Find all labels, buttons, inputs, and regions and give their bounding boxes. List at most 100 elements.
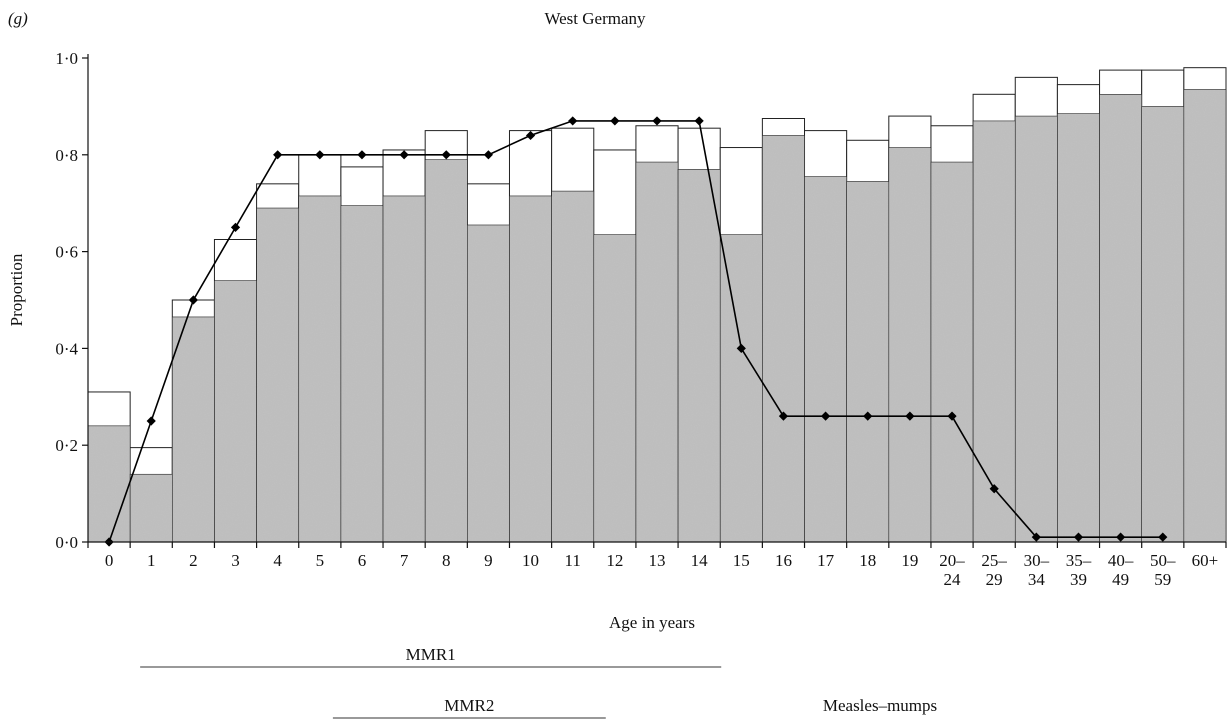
y-tick-label-4: 0·8 xyxy=(55,146,78,165)
x-tick-label-24-line2: 49 xyxy=(1112,570,1129,589)
bar-inner-19 xyxy=(888,147,932,543)
line-point-16 xyxy=(778,411,789,421)
bar-inner-15 xyxy=(719,234,763,543)
line-point-22 xyxy=(1031,532,1041,542)
bar-inner-2 xyxy=(171,316,215,543)
x-tick-label-6: 6 xyxy=(358,551,367,570)
bar-inner-1 xyxy=(129,473,173,543)
line-layer xyxy=(104,116,1168,547)
bar-inner-14 xyxy=(677,169,721,543)
x-tick-label-1: 1 xyxy=(147,551,156,570)
x-tick-label-3: 3 xyxy=(231,551,240,570)
line-point-6 xyxy=(357,150,367,160)
line-point-14 xyxy=(694,116,704,126)
bar-inner-5 xyxy=(298,195,342,543)
line-point-8 xyxy=(441,150,451,160)
x-tick-label-4: 4 xyxy=(273,551,282,570)
bar-inner-17 xyxy=(804,176,847,543)
line-point-2 xyxy=(188,295,198,305)
x-tick-label-25-line2: 59 xyxy=(1154,570,1171,589)
x-tick-label-2: 2 xyxy=(189,551,198,570)
line-point-11 xyxy=(568,116,578,126)
bar-inner-11 xyxy=(551,190,595,543)
bar-inner-20 xyxy=(930,161,974,543)
line-point-5 xyxy=(315,150,325,160)
bar-inner-25 xyxy=(1141,106,1185,543)
x-tick-label-23: 35– xyxy=(1066,551,1092,570)
x-tick-label-9: 9 xyxy=(484,551,493,570)
x-tick-label-12: 12 xyxy=(606,551,623,570)
bar-inner-26 xyxy=(1183,89,1227,543)
x-axis-label: Age in years xyxy=(609,613,695,632)
y-tick-label-3: 0·6 xyxy=(55,243,78,262)
x-tick-label-14: 14 xyxy=(691,551,709,570)
line-point-19 xyxy=(905,411,915,421)
line-point-23 xyxy=(1073,532,1084,542)
x-tick-label-18: 18 xyxy=(859,551,876,570)
x-tick-label-15: 15 xyxy=(733,551,750,570)
x-tick-label-19: 19 xyxy=(901,551,918,570)
panel-label: (g) xyxy=(8,9,28,28)
line-point-7 xyxy=(399,150,409,160)
bar-inner-13 xyxy=(635,161,679,543)
line-point-24 xyxy=(1116,532,1126,542)
bar-inner-6 xyxy=(340,205,384,543)
y-axis-label: Proportion xyxy=(7,253,26,326)
line-point-12 xyxy=(610,116,620,126)
bar-inner-7 xyxy=(382,195,426,543)
mmr1-bracket-label: MMR1 xyxy=(406,645,456,664)
bar-inner-12 xyxy=(593,234,637,543)
bar-inner-23 xyxy=(1057,113,1100,543)
bar-inner-24 xyxy=(1099,94,1143,543)
axes-layer: 0·00·20·40·60·81·00 1 2 3 4 5 6 7 8 9 10 11 12 13 14 15… xyxy=(55,49,1227,589)
bar-inner-4 xyxy=(256,207,300,543)
line-point-25 xyxy=(1158,532,1168,542)
x-tick-label-20-line2: 24 xyxy=(944,570,962,589)
x-tick-label-24: 40– xyxy=(1108,551,1134,570)
bar-inner-3 xyxy=(214,280,257,543)
brackets-layer: MMR1 MMR2 Measles–mumps xyxy=(140,645,937,719)
line-point-10 xyxy=(525,130,536,141)
y-tick-label-2: 0·4 xyxy=(55,339,78,358)
bar-inner-10 xyxy=(509,195,552,543)
y-tick-label-5: 1·0 xyxy=(55,49,78,68)
line-point-21 xyxy=(989,484,999,494)
series-line-path xyxy=(108,120,1163,543)
line-point-1 xyxy=(146,416,156,426)
line-point-18 xyxy=(863,411,873,421)
x-tick-label-17: 17 xyxy=(817,551,835,570)
bar-inner-9 xyxy=(467,224,510,543)
bars-layer xyxy=(87,67,1227,543)
bar-inner-8 xyxy=(424,159,468,543)
measles-mumps-label: Measles–mumps xyxy=(823,696,937,715)
x-tick-label-20: 20– xyxy=(939,551,965,570)
x-tick-label-10: 10 xyxy=(522,551,539,570)
bar-inner-0 xyxy=(87,425,131,543)
x-tick-label-11: 11 xyxy=(565,551,581,570)
bar-inner-21 xyxy=(972,120,1016,543)
bar-inner-18 xyxy=(846,181,890,543)
line-point-15 xyxy=(736,343,746,353)
x-tick-label-7: 7 xyxy=(400,551,409,570)
bar-inner-22 xyxy=(1014,115,1058,543)
x-tick-label-22: 30– xyxy=(1024,551,1050,570)
x-tick-label-5: 5 xyxy=(316,551,325,570)
mmr2-bracket-label: MMR2 xyxy=(444,696,494,715)
x-tick-label-21-line2: 29 xyxy=(986,570,1003,589)
x-tick-label-13: 13 xyxy=(649,551,666,570)
x-tick-label-22-line2: 34 xyxy=(1028,570,1046,589)
x-tick-label-23-line2: 39 xyxy=(1070,570,1087,589)
line-point-13 xyxy=(652,116,662,126)
x-tick-label-16: 16 xyxy=(775,551,792,570)
y-tick-label-1: 0·2 xyxy=(55,436,78,455)
x-tick-label-26: 60+ xyxy=(1192,551,1219,570)
y-tick-label-0: 0·0 xyxy=(55,533,78,552)
line-point-9 xyxy=(483,150,494,160)
chart-title: West Germany xyxy=(544,9,646,28)
line-point-20 xyxy=(947,411,957,421)
line-point-3 xyxy=(230,222,241,232)
x-tick-label-25: 50– xyxy=(1150,551,1176,570)
x-tick-label-0: 0 xyxy=(105,551,114,570)
